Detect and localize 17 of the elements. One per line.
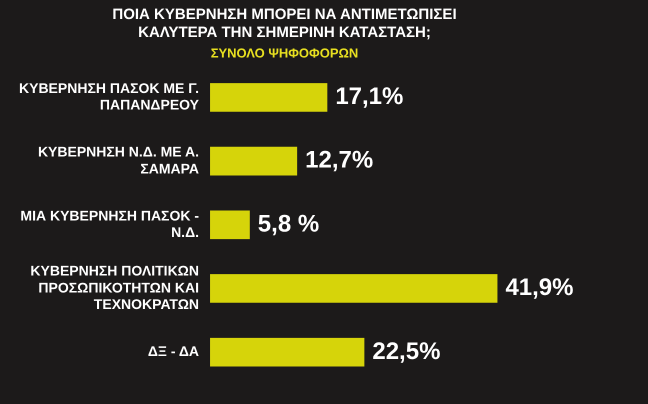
- data-label: 22,5%: [372, 338, 440, 365]
- y-tick-label: ΔΞ - ΔΑ: [148, 343, 200, 360]
- bar: [210, 274, 498, 303]
- bar: [210, 83, 328, 112]
- y-tick-label: ΜΙΑ ΚΥΒΕΡΝΗΣΗ ΠΑΣΟΚ - Ν.Δ.: [20, 207, 200, 240]
- y-tick-label: ΚΥΒΕΡΝΗΣΗ ΠΟΛΙΤΙΚΩΝ ΠΡΟΣΩΠΙΚΟΤΗΤΩΝ ΚΑΙ ΤΕΧΝΟΚΡΑΤΩΝ: [30, 262, 200, 312]
- bar: [210, 146, 298, 176]
- chart-subtitle: ΣΥΝΟΛΟ ΨΗΦΟΦΟΡΩΝ: [210, 45, 358, 60]
- bar: [210, 338, 364, 366]
- chart-title: ΠΟΙΑ ΚΥΒΕΡΝΗΣΗ ΜΠΟΡΕΙ ΝΑ ΑΝΤΙΜΕΤΩΠΙΣΕΙ ΚΑΛΥΤΕΡΑ ΤΗΝ ΣΗΜΕΡΙΝΗ ΚΑΤΑΣΤΑΣΗ;: [112, 6, 457, 42]
- data-label: 5,8 %: [258, 210, 320, 238]
- data-label: 12,7%: [305, 146, 374, 174]
- y-tick-label: ΚΥΒΕΡΝΗΣΗ Ν.Δ. ΜΕ Α. ΣΑΜΑΡΑ: [38, 144, 200, 176]
- y-tick-label: ΚΥΒΕΡΝΗΣΗ ΠΑΣΟΚ ΜΕ Γ. ΠΑΠΑΝΔΡΕΟΥ: [18, 80, 200, 113]
- data-label: 41,9%: [505, 274, 574, 302]
- data-label: 17,1%: [335, 83, 404, 110]
- bar: [210, 210, 250, 240]
